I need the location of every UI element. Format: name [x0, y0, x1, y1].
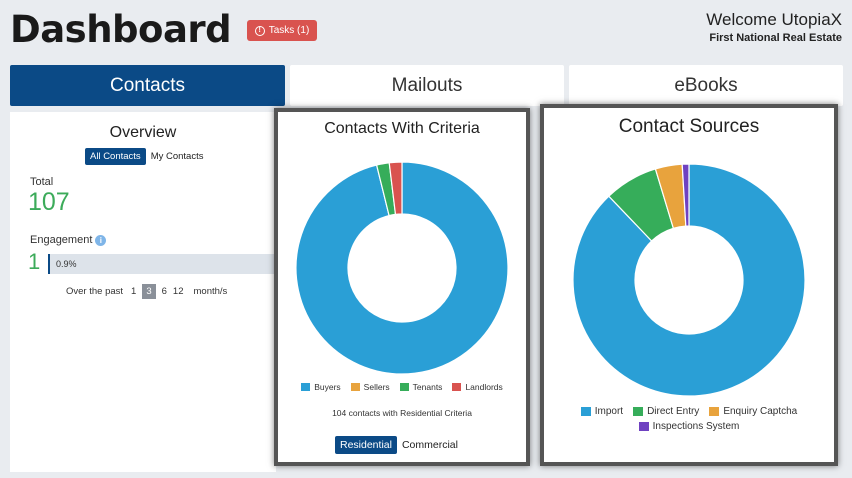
chart-title: Contact Sources [618, 116, 760, 137]
legend-swatch [633, 407, 644, 416]
legend-item[interactable]: Landlords [452, 382, 503, 392]
legend-label: Sellers [363, 382, 390, 392]
sources-legend: Import Direct Entry Enquiry Captcha Inspect… [564, 406, 814, 432]
legend-swatch [350, 383, 360, 391]
tasks-button[interactable]: ! Tasks (1) [247, 20, 317, 41]
legend-item[interactable]: Import [580, 406, 624, 417]
legend-swatch [580, 407, 591, 416]
period-6[interactable]: 6 [161, 286, 167, 297]
legend-label: Direct Entry [647, 406, 700, 417]
legend-item[interactable]: Tenants [399, 382, 443, 392]
past-label: Over the past [66, 286, 124, 297]
total-label: Total [30, 176, 54, 188]
slice-import[interactable] [572, 163, 806, 397]
slice-buyers[interactable] [295, 161, 509, 375]
contact-sources-card: Contact Sources Import Direct Entry Enquir… [540, 104, 838, 466]
agency-name: First National Real Estate [709, 32, 842, 44]
engagement-label-text: Engagement [30, 234, 93, 246]
legend-swatch [399, 383, 409, 391]
tab-mailouts[interactable]: Mailouts [290, 65, 564, 106]
legend-label: Inspections System [652, 421, 740, 432]
page-title: Dashboard [10, 8, 232, 51]
overview-title: Overview [109, 124, 177, 141]
legend-label: Tenants [412, 382, 443, 392]
overview-panel: Overview All Contacts My Contacts Total … [10, 112, 276, 472]
legend-swatch [301, 383, 311, 391]
period-unit: month/s [193, 286, 228, 297]
criteria-type-toggle: Residential Commercial [335, 436, 463, 454]
alert-icon: ! [254, 25, 265, 36]
engagement-value: 1 [28, 249, 41, 274]
slice-landlords[interactable] [388, 161, 403, 216]
legend-label: Import [594, 406, 624, 417]
period-selector: Over the past 1 3 6 12 month/s [66, 284, 227, 299]
tab-contacts[interactable]: Contacts [10, 65, 285, 106]
legend-swatch [452, 383, 462, 391]
tasks-label: Tasks (1) [268, 25, 310, 36]
legend-item[interactable]: Sellers [350, 382, 390, 392]
residential-button[interactable]: Residential [335, 436, 397, 454]
slice-inspections-system[interactable] [681, 163, 690, 227]
criteria-donut-chart [295, 161, 509, 375]
tab-ebooks[interactable]: eBooks [569, 65, 843, 106]
my-contacts-button[interactable]: My Contacts [150, 151, 204, 162]
period-12[interactable]: 12 [172, 286, 184, 297]
sources-donut-chart [572, 163, 806, 397]
criteria-legend: Buyers Sellers Tenants Landlords [278, 382, 526, 392]
legend-item[interactable]: Enquiry Captcha [709, 406, 797, 417]
welcome-block: Welcome UtopiaX First National Real Esta… [706, 10, 842, 44]
engagement-label: Engagement i [30, 234, 107, 246]
info-icon[interactable]: i [95, 234, 107, 246]
legend-swatch [709, 407, 720, 416]
legend-item[interactable]: Inspections System [638, 421, 740, 432]
engagement-bar-fill [48, 254, 50, 274]
welcome-text: Welcome UtopiaX [706, 10, 842, 29]
engagement-bar: 0.9% [48, 254, 276, 274]
engagement-percent: 0.9% [56, 259, 77, 269]
legend-item[interactable]: Direct Entry [633, 406, 699, 417]
all-contacts-button[interactable]: All Contacts [85, 148, 146, 165]
chart-title: Contacts With Criteria [324, 120, 480, 137]
period-1[interactable]: 1 [131, 286, 137, 297]
period-3[interactable]: 3 [142, 284, 156, 299]
legend-label: Enquiry Captcha [723, 406, 798, 417]
contacts-filter: All Contacts My Contacts [85, 148, 208, 165]
legend-swatch [638, 422, 649, 431]
legend-item[interactable]: Buyers [301, 382, 341, 392]
contacts-with-criteria-card: Contacts With Criteria Buyers Sellers Tena… [274, 108, 530, 466]
criteria-note: 104 contacts with Residential Criteria [332, 408, 472, 418]
total-value: 107 [28, 188, 70, 216]
commercial-button[interactable]: Commercial [401, 439, 458, 451]
legend-label: Buyers [314, 382, 341, 392]
legend-label: Landlords [465, 382, 503, 392]
